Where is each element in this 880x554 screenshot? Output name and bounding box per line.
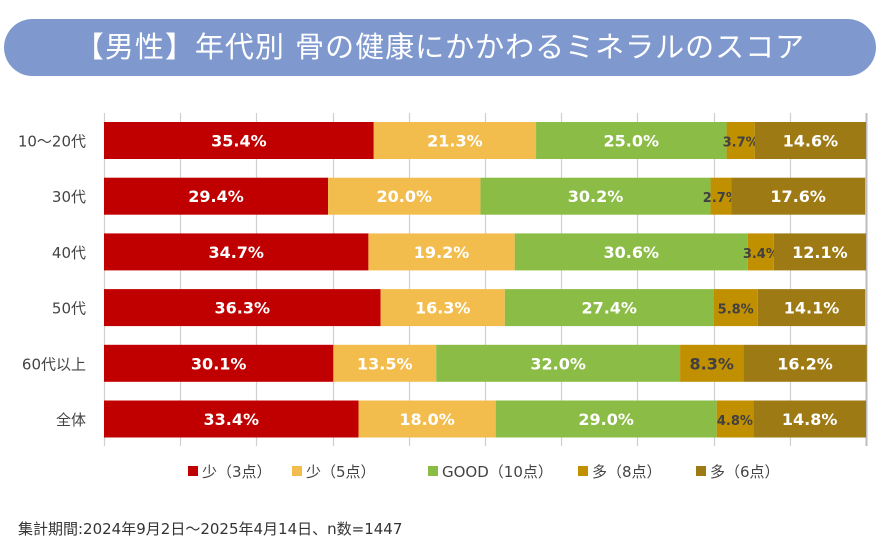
data-label: 12.1% — [792, 243, 848, 262]
data-label: 13.5% — [357, 354, 413, 373]
data-label: 4.8% — [717, 414, 753, 429]
data-label: 27.4% — [581, 299, 637, 318]
bar-segment — [680, 344, 744, 382]
footnote: 集計期間:2024年9月2日〜2025年4月14日、n数=1447 — [18, 520, 403, 538]
bar-segment — [536, 122, 727, 159]
data-label: 19.2% — [414, 243, 470, 262]
data-label: 3.4% — [743, 247, 779, 262]
data-label: 30.1% — [191, 354, 247, 373]
bar-segment — [710, 177, 732, 215]
data-label: 36.3% — [215, 299, 271, 318]
category-label: 60代以上 — [22, 355, 86, 373]
bar-segment — [328, 177, 481, 215]
data-label: 16.2% — [777, 354, 833, 373]
data-label: 17.6% — [770, 187, 826, 206]
legend-label: GOOD（10点） — [442, 463, 553, 481]
data-label: 33.4% — [203, 410, 259, 429]
bar-segment — [747, 233, 774, 271]
legend-swatch — [578, 466, 588, 476]
bar-segment — [480, 177, 711, 215]
data-label: 18.0% — [399, 410, 455, 429]
data-label: 30.2% — [568, 187, 624, 206]
bar-segment — [495, 400, 717, 438]
bar-segment — [104, 233, 369, 271]
category-label: 50代 — [52, 300, 86, 318]
bar-segment — [104, 400, 359, 438]
data-label: 5.8% — [718, 303, 754, 318]
bar-segment — [773, 233, 866, 271]
data-label: 29.0% — [578, 410, 634, 429]
data-label: 30.6% — [604, 243, 660, 262]
data-label: 16.3% — [415, 299, 471, 318]
category-label: 30代 — [52, 188, 86, 206]
data-label: 35.4% — [211, 132, 267, 151]
bar-segment — [743, 344, 867, 382]
title-banner: 【男性】年代別 骨の健康にかかわるミネラルのスコア — [4, 19, 876, 76]
legend-swatch — [292, 466, 302, 476]
category-label: 10〜20代 — [18, 133, 86, 151]
bar-segment — [104, 177, 329, 215]
data-label: 3.7% — [723, 136, 759, 151]
bar-segment — [333, 344, 437, 382]
category-label: 全体 — [56, 411, 86, 429]
data-label: 21.3% — [427, 132, 483, 151]
data-label: 8.3% — [690, 354, 734, 373]
bar-segment — [104, 289, 381, 327]
bar-segment — [436, 344, 681, 382]
bar-segment — [754, 122, 866, 159]
bar-segment — [373, 122, 537, 159]
legend-label: 多（8点） — [592, 463, 662, 481]
data-label: 14.1% — [784, 299, 840, 318]
data-label: 2.7% — [703, 191, 739, 206]
legend-label: 少（3点） — [202, 463, 272, 481]
chart-title: 【男性】年代別 骨の健康にかかわるミネラルのスコア — [74, 30, 806, 64]
legend-swatch — [428, 466, 438, 476]
bar-segment — [757, 289, 866, 327]
data-label: 25.0% — [604, 132, 660, 151]
legend-label: 多（6点） — [710, 463, 780, 481]
bar-segment — [753, 400, 866, 438]
bar-segment — [713, 289, 758, 327]
bar-segment — [514, 233, 748, 271]
category-label: 40代 — [52, 244, 86, 262]
data-label: 32.0% — [530, 354, 586, 373]
bar-segment — [504, 289, 714, 327]
bar-segment — [380, 289, 505, 327]
bar-segment — [358, 400, 496, 438]
bar-segment — [104, 122, 374, 159]
bar-segment — [716, 400, 754, 438]
data-label: 29.4% — [188, 187, 244, 206]
legend-label: 少（5点） — [306, 463, 376, 481]
bar-segment — [726, 122, 755, 159]
legend-swatch — [188, 466, 198, 476]
bar-segment — [104, 344, 334, 382]
data-label: 14.6% — [783, 132, 839, 151]
bar-segment — [368, 233, 515, 271]
legend-swatch — [696, 466, 706, 476]
data-label: 34.7% — [208, 243, 264, 262]
data-label: 14.8% — [782, 410, 838, 429]
data-label: 20.0% — [376, 187, 432, 206]
bar-segment — [731, 177, 866, 215]
